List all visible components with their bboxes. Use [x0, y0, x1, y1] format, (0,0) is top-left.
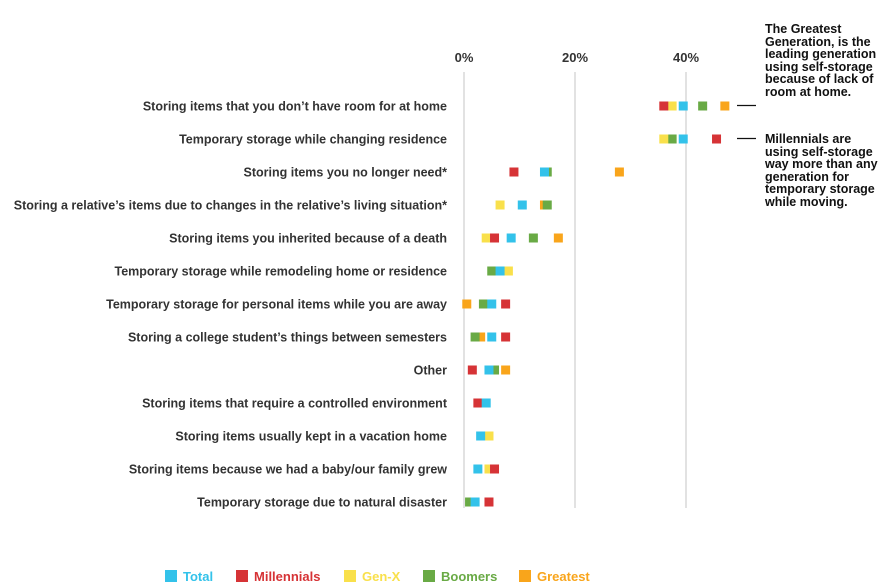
gridlines	[463, 72, 687, 508]
marker-greatest-row-9	[501, 365, 511, 375]
marker-millennials-row-3	[509, 167, 519, 177]
marker-total-row-2	[678, 134, 688, 144]
marker-total-row-7	[487, 299, 497, 309]
marker-boomers-row-1	[698, 101, 708, 111]
marker-boomers-row-7	[478, 299, 488, 309]
marker-millennials-row-9	[467, 365, 477, 375]
marker-millennials-row-13	[484, 497, 494, 507]
legend-swatch-millennials	[236, 570, 248, 582]
x-tick-label: 40%	[673, 50, 699, 65]
marker-gen-x-row-5	[481, 233, 491, 243]
marker-greatest-row-5	[553, 233, 563, 243]
marker-boomers-row-2	[667, 134, 677, 144]
marker-gen-x-row-2	[659, 134, 669, 144]
legend-swatch-greatest	[519, 570, 531, 582]
category-label: Storing items usually kept in a vacation…	[175, 430, 447, 444]
category-label: Storing items because we had a baby/our …	[129, 463, 447, 477]
marker-gen-x-row-11	[484, 431, 494, 441]
category-label: Storing a college student’s things betwe…	[128, 331, 447, 345]
annotation-greatest-generation: The Greatest Generation, is the leading …	[765, 22, 877, 99]
category-label: Storing items you no longer need*	[244, 166, 448, 180]
marker-millennials-row-1	[659, 101, 669, 111]
category-label: Temporary storage while remodeling home …	[114, 265, 447, 279]
category-label: Temporary storage while changing residen…	[179, 133, 447, 147]
legend: Total Millennials Gen-X Boomers Greatest	[165, 569, 590, 584]
legend-label-gen-x: Gen-X	[362, 569, 401, 584]
legend-label-greatest: Greatest	[537, 569, 590, 584]
marker-millennials-row-5	[490, 233, 500, 243]
marker-millennials-row-8	[501, 332, 511, 342]
x-tick-label: 0%	[455, 50, 474, 65]
category-labels: Storing items that you don’t have room f…	[14, 100, 448, 510]
marker-total-row-6	[495, 266, 505, 276]
data-markers	[462, 101, 730, 507]
x-tick-labels: 0% 20% 40%	[455, 50, 700, 65]
marker-greatest-row-1	[720, 101, 730, 111]
marker-total-row-9	[484, 365, 494, 375]
category-label: Storing a relative’s items due to change…	[14, 199, 447, 213]
marker-greatest-row-8	[476, 332, 486, 342]
marker-total-row-8	[487, 332, 497, 342]
category-label: Storing items you inherited because of a…	[169, 232, 447, 246]
marker-total-row-10	[481, 398, 491, 408]
category-label: Other	[414, 364, 447, 378]
x-tick-label: 20%	[562, 50, 588, 65]
marker-total-row-12	[473, 464, 483, 474]
marker-boomers-row-4	[542, 200, 552, 210]
category-label: Temporary storage for personal items whi…	[106, 298, 447, 312]
marker-gen-x-row-12	[484, 464, 494, 474]
marker-boomers-row-9	[490, 365, 500, 375]
marker-total-row-13	[470, 497, 480, 507]
category-label: Temporary storage due to natural disaste…	[197, 496, 447, 510]
marker-gen-x-row-1	[667, 101, 677, 111]
marker-greatest-row-3	[614, 167, 624, 177]
marker-boomers-row-13	[465, 497, 475, 507]
marker-total-row-3	[539, 167, 549, 177]
marker-gen-x-row-4	[495, 200, 505, 210]
legend-label-boomers: Boomers	[441, 569, 497, 584]
legend-label-millennials: Millennials	[254, 569, 320, 584]
annotation-leader-lines	[737, 104, 756, 140]
annotation-millennials: Millennials are using self-storage way m…	[765, 132, 878, 209]
legend-swatch-gen-x	[344, 570, 356, 582]
marker-boomers-row-6	[487, 266, 497, 276]
marker-total-row-11	[476, 431, 486, 441]
marker-total-row-5	[506, 233, 516, 243]
legend-swatch-boomers	[423, 570, 435, 582]
marker-total-row-4	[517, 200, 527, 210]
marker-millennials-row-10	[473, 398, 483, 408]
marker-millennials-row-7	[501, 299, 511, 309]
legend-swatch-total	[165, 570, 177, 582]
marker-total-row-1	[678, 101, 688, 111]
category-label: Storing items that you don’t have room f…	[143, 100, 447, 114]
legend-label-total: Total	[183, 569, 213, 584]
marker-gen-x-row-6	[503, 266, 513, 276]
marker-boomers-row-8	[470, 332, 480, 342]
marker-millennials-row-12	[490, 464, 500, 474]
marker-greatest-row-7	[462, 299, 472, 309]
marker-millennials-row-2	[712, 134, 722, 144]
marker-boomers-row-5	[528, 233, 538, 243]
category-label: Storing items that require a controlled …	[142, 397, 448, 411]
